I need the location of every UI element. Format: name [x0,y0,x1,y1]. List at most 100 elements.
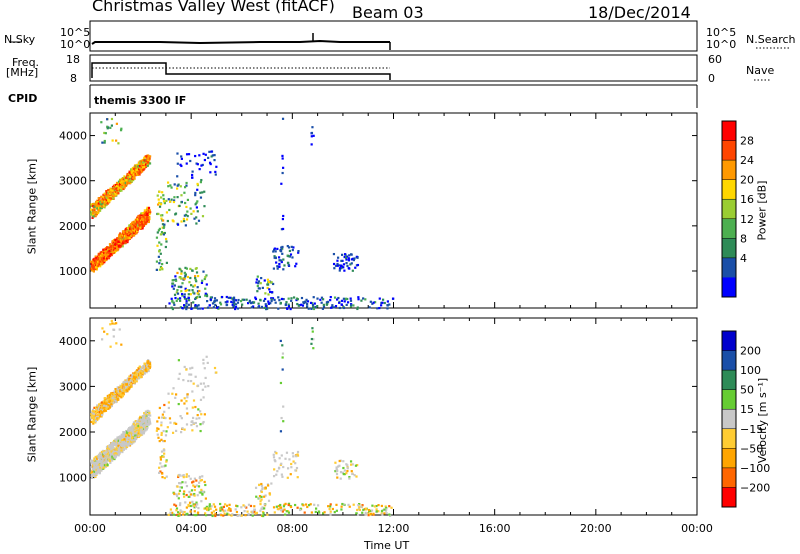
cell [122,381,125,384]
cell [260,490,263,493]
cell [119,179,122,182]
cell [214,514,217,518]
cell [102,255,105,258]
cell [110,191,113,194]
cell [309,503,312,506]
cell [120,127,123,130]
cell [231,303,234,307]
cell [192,480,195,483]
velocity-colorbar-tick-label-1: 100 [740,364,761,377]
cell [134,437,138,441]
cell [112,328,115,331]
cell [176,223,180,226]
cell [98,407,101,410]
cell [176,187,179,190]
cell [280,246,283,249]
cell [183,295,186,299]
cell [286,476,289,479]
cell [96,457,99,460]
cell [213,297,217,300]
cell [213,366,217,370]
freq-tick-top: 18 [66,53,80,66]
cell [172,301,175,304]
cell [357,504,360,507]
power-ytick-label-3: 4000 [59,130,87,143]
cell [177,511,180,514]
cell [125,389,128,392]
cell [183,191,186,194]
cell [98,461,101,464]
cell [122,445,125,448]
cell [281,475,284,478]
cell [303,511,306,514]
cell [198,417,201,420]
power-colorbar-tick-label-6: 4 [740,252,747,265]
cell [243,298,246,301]
cell [222,510,225,513]
cell [336,256,340,259]
cell [184,224,187,227]
cell [309,301,313,305]
cell [247,503,251,506]
cell [277,466,281,469]
cell [340,259,343,263]
cell [202,362,205,365]
cell [160,243,163,246]
cell [260,498,263,501]
cell [173,199,176,202]
cell [98,403,101,406]
cell [141,423,144,426]
cell [190,212,193,215]
cell [128,436,131,439]
cell [188,490,191,494]
cell [116,436,119,439]
cell [105,196,108,200]
cell [310,131,314,135]
cell [336,476,339,479]
cell [110,398,114,401]
cell [143,427,146,430]
cell [185,307,188,311]
cell [90,464,93,467]
cell [145,211,149,214]
cell [110,244,113,247]
cell [128,387,131,390]
cell [269,302,272,305]
cell [288,458,291,461]
cell [206,300,209,303]
cell [243,505,247,508]
beam-label: Beam 03 [352,3,424,22]
cell [234,508,237,511]
cell [149,210,152,214]
cell [339,477,342,480]
cell [375,508,378,511]
cell [95,268,99,271]
cell [201,215,205,218]
cell [100,401,104,404]
cell [208,161,212,164]
cell [165,430,168,433]
cell [158,241,161,244]
cell [144,420,147,423]
cell [115,438,118,441]
cell [126,383,129,386]
cell [184,273,187,276]
cell [134,424,137,427]
cell [276,265,279,268]
cell [204,497,207,500]
cell [135,164,138,167]
cell [173,303,176,306]
cell [115,322,118,325]
cell [110,450,113,453]
cell [120,386,123,389]
cell [132,228,135,231]
cell [252,510,256,514]
cell [102,467,105,470]
cell [140,220,143,224]
cell [117,240,120,243]
cell [124,228,128,231]
cell [183,219,186,223]
cell [124,238,127,241]
cell [179,299,182,302]
cell [100,460,103,463]
